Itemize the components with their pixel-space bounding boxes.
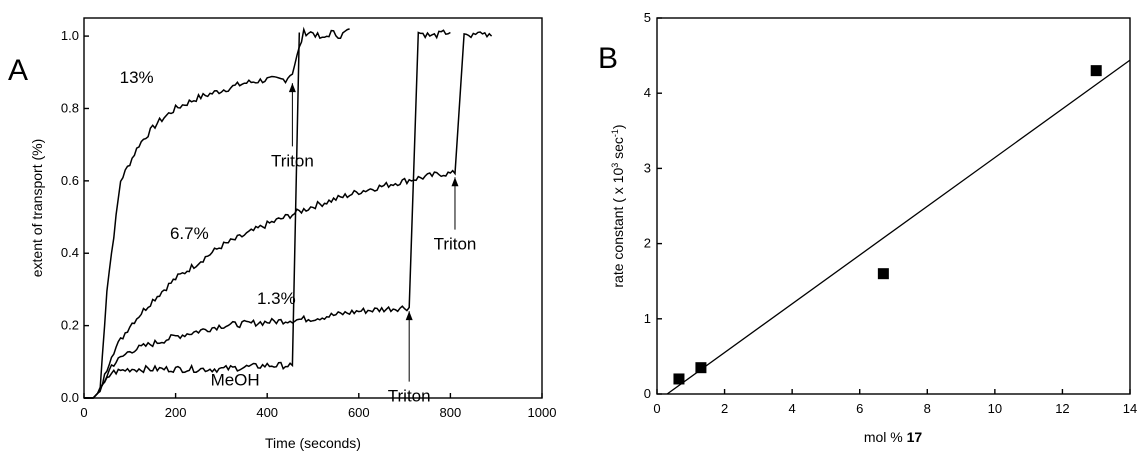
a-y-tick-label: 0.2 [61,318,79,333]
a-x-tick-label: 400 [256,405,278,420]
a-x-tick-label: 1000 [528,405,557,420]
b-y-label-unit-exp: -1 [610,129,620,137]
a-y-tick-label: 0.0 [61,390,79,405]
b-x-tick-label: 14 [1123,401,1137,416]
a-annotation: Triton [434,235,477,254]
b-x-tick-label: 0 [653,401,660,416]
b-x-tick-label: 2 [721,401,728,416]
a-annotation: 13% [120,68,154,87]
a-x-tick-label: 200 [165,405,187,420]
a-annotation: Triton [271,151,314,170]
b-x-axis-label-prefix: mol % [864,429,907,445]
a-plot-frame [83,17,543,399]
b-y-tick-label: 1 [644,311,651,326]
b-y-tick-label: 4 [644,85,651,100]
a-x-tick-label: 800 [440,405,462,420]
b-x-tick-label: 4 [789,401,796,416]
a-y-axis-label: extent of transport (%) [29,139,45,278]
b-y-axis-label: rate constant ( x 103 sec-1) [610,124,626,287]
b-data-point [1090,65,1102,77]
a-annotation-arrowhead [288,83,296,93]
a-y-tick-label: 0.4 [61,245,79,260]
a-series-line-3 [84,32,301,399]
b-x-tick-label: 6 [856,401,863,416]
a-annotation-arrowhead [405,311,413,321]
panel-label-b: B [598,42,618,75]
b-x-tick-label: 8 [924,401,931,416]
b-data-point [877,268,889,280]
a-annotation: 6.7% [170,224,209,243]
b-y-label-close: ) [610,124,626,129]
a-annotations: 13% 6.7% 1.3% MeOH Triton Triton Triton [120,68,477,405]
b-y-label-unit: sec [610,137,626,163]
chart-a: A 0 200 400 600 800 1000 0.0 0.2 0.4 0.6 0.8 1.0 13… [8,17,557,451]
b-data-point [673,373,685,385]
a-annotation: MeOH [211,370,260,389]
b-x-tick-label: 12 [1055,401,1069,416]
panel-label-a: A [8,54,28,87]
b-x-axis-label-bold: 17 [907,429,923,445]
a-annotation: Triton [388,387,431,406]
a-annotation-arrowhead [451,177,459,187]
a-series-line-1 [84,31,493,399]
a-x-tick-label: 0 [80,405,87,420]
a-x-axis-label: Time (seconds) [265,435,361,451]
b-marks [666,59,1131,395]
a-ticks: 0 200 400 600 800 1000 0.0 0.2 0.4 0.6 0.8 1.0 [61,28,557,420]
b-y-tick-label: 2 [644,236,651,251]
b-fit-line [666,59,1131,395]
a-y-tick-label: 0.8 [61,100,79,115]
b-y-tick-label: 3 [644,160,651,175]
a-y-tick-label: 0.6 [61,173,79,188]
b-y-tick-label: 0 [644,386,651,401]
b-x-tick-label: 10 [988,401,1002,416]
a-annotation: 1.3% [257,289,296,308]
b-data-point [695,362,707,374]
b-x-axis-label: mol % 17 [864,429,923,445]
a-series [84,26,493,399]
a-x-tick-label: 600 [348,405,370,420]
b-plot-frame [656,17,1131,395]
b-y-tick-label: 5 [644,10,651,25]
b-y-label-exp: 3 [610,163,620,168]
a-y-tick-label: 1.0 [61,28,79,43]
a-series-line-0 [84,26,350,399]
b-y-label-main: rate constant ( x 10 [610,168,626,288]
a-series-line-2 [84,29,451,399]
